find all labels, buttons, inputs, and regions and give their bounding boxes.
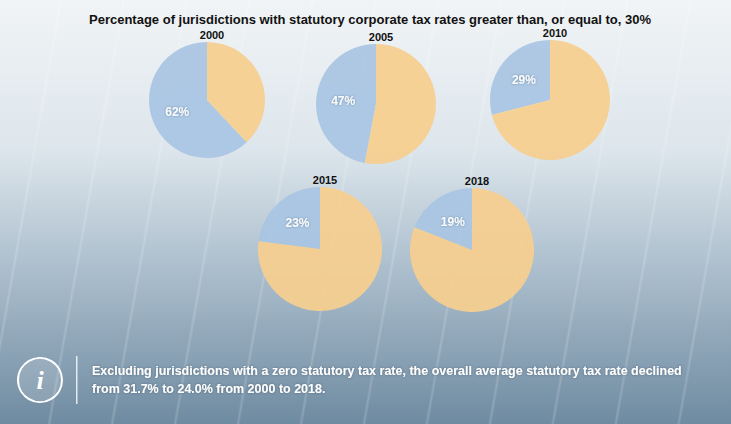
svg-text:23%: 23% [285, 216, 309, 230]
svg-text:62%: 62% [165, 105, 189, 119]
svg-text:19%: 19% [441, 215, 465, 229]
svg-text:i: i [36, 366, 44, 395]
svg-text:Percentage of jurisdictions wi: Percentage of jurisdictions with statuto… [89, 12, 651, 27]
svg-text:Excluding jurisdictions with a: Excluding jurisdictions with a zero stat… [92, 364, 685, 378]
svg-text:2015: 2015 [313, 174, 337, 186]
svg-text:2010: 2010 [543, 27, 567, 39]
svg-text:29%: 29% [512, 73, 536, 87]
svg-text:from 31.7% to 24.0% from 2000: from 31.7% to 24.0% from 2000 to 2018. [92, 382, 325, 396]
svg-text:47%: 47% [331, 94, 355, 108]
svg-text:2018: 2018 [465, 175, 489, 187]
svg-text:2000: 2000 [200, 29, 224, 41]
svg-text:2005: 2005 [369, 31, 393, 43]
